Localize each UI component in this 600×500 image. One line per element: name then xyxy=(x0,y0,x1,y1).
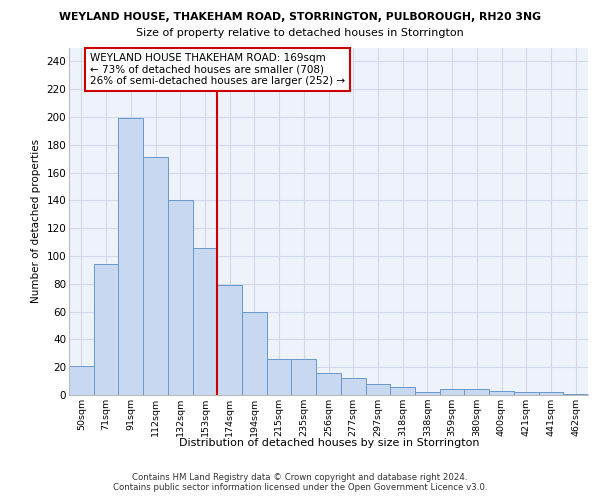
Bar xyxy=(415,392,440,395)
Bar xyxy=(464,390,489,395)
Bar xyxy=(489,391,514,395)
Bar xyxy=(316,373,341,395)
Bar xyxy=(563,394,588,395)
Bar xyxy=(118,118,143,395)
Bar xyxy=(341,378,365,395)
Text: Size of property relative to detached houses in Storrington: Size of property relative to detached ho… xyxy=(136,28,464,38)
Bar xyxy=(143,158,168,395)
Bar xyxy=(390,386,415,395)
Bar xyxy=(193,248,217,395)
Bar xyxy=(365,384,390,395)
Bar xyxy=(168,200,193,395)
Bar xyxy=(94,264,118,395)
Bar xyxy=(69,366,94,395)
Bar xyxy=(267,359,292,395)
Bar xyxy=(292,359,316,395)
Bar xyxy=(242,312,267,395)
Bar xyxy=(539,392,563,395)
Text: Distribution of detached houses by size in Storrington: Distribution of detached houses by size … xyxy=(179,438,479,448)
Text: WEYLAND HOUSE, THAKEHAM ROAD, STORRINGTON, PULBOROUGH, RH20 3NG: WEYLAND HOUSE, THAKEHAM ROAD, STORRINGTO… xyxy=(59,12,541,22)
Bar xyxy=(514,392,539,395)
Y-axis label: Number of detached properties: Number of detached properties xyxy=(31,139,41,304)
Text: Contains HM Land Registry data © Crown copyright and database right 2024.
Contai: Contains HM Land Registry data © Crown c… xyxy=(113,472,487,492)
Bar xyxy=(440,390,464,395)
Text: WEYLAND HOUSE THAKEHAM ROAD: 169sqm
← 73% of detached houses are smaller (708)
2: WEYLAND HOUSE THAKEHAM ROAD: 169sqm ← 73… xyxy=(90,52,345,86)
Bar xyxy=(217,285,242,395)
